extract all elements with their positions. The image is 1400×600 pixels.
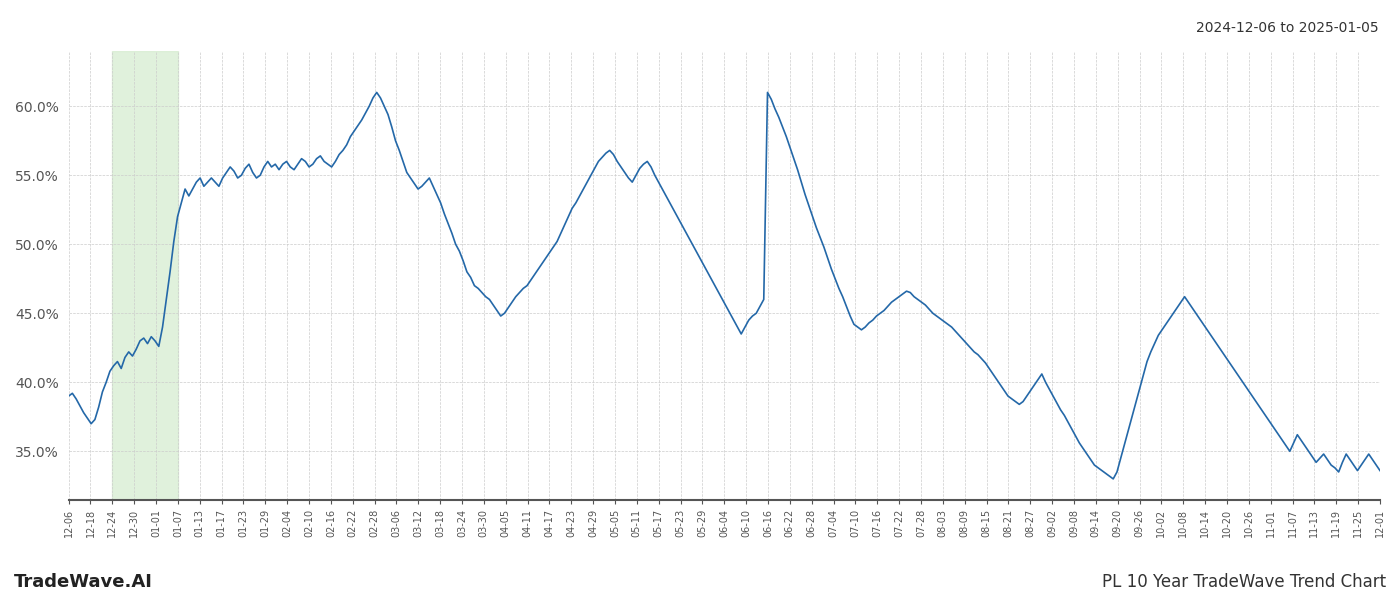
Text: PL 10 Year TradeWave Trend Chart: PL 10 Year TradeWave Trend Chart — [1102, 573, 1386, 591]
Text: TradeWave.AI: TradeWave.AI — [14, 573, 153, 591]
Bar — [112, 51, 178, 500]
Text: 2024-12-06 to 2025-01-05: 2024-12-06 to 2025-01-05 — [1197, 21, 1379, 35]
